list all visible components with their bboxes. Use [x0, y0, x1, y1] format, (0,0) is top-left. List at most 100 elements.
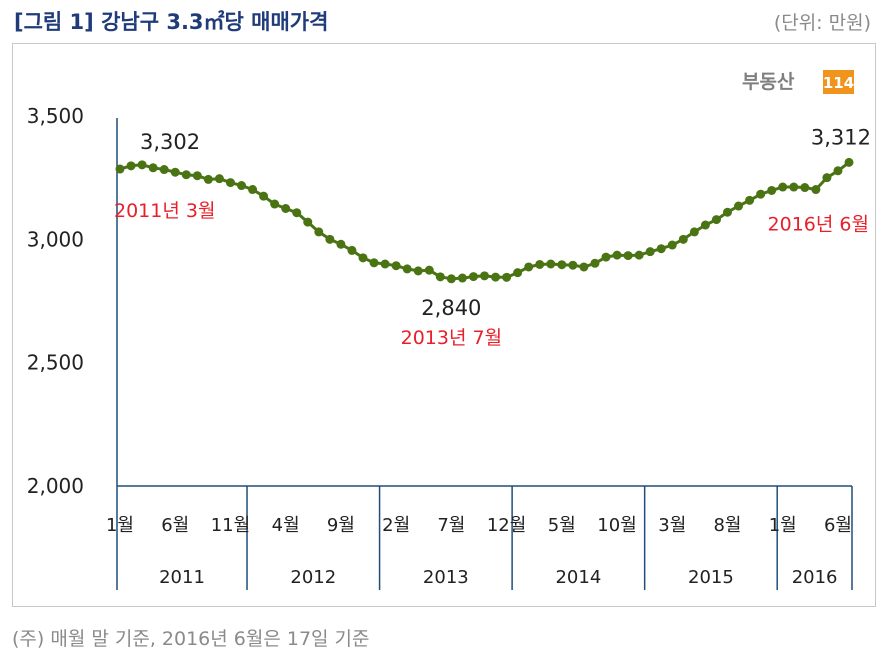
data-point: [192, 171, 202, 181]
data-point: [137, 160, 147, 170]
data-point: [491, 272, 501, 282]
data-point: [568, 260, 578, 270]
month-tick-label: 5월: [548, 515, 576, 536]
month-tick-label: 6월: [161, 515, 189, 536]
annotations: 3,302 2011년 3월 2,840 2013년 7월 3,312 2016년 6월: [114, 125, 871, 348]
data-point: [292, 208, 302, 218]
data-point: [159, 165, 169, 175]
data-point: [723, 207, 732, 217]
data-point: [446, 274, 456, 284]
data-point: [546, 259, 556, 269]
data-point: [270, 199, 280, 209]
month-tick-label: 12월: [487, 515, 526, 536]
year-label: 2015: [688, 567, 734, 588]
month-tick-label: 4월: [272, 515, 300, 536]
footnote: (주) 매월 말 기준, 2016년 6월은 17일 기준: [12, 628, 370, 650]
month-tick-label: 1월: [106, 515, 134, 536]
data-point: [248, 185, 258, 195]
annotation-date: 2011년 3월: [114, 200, 215, 222]
month-tick-label: 8월: [713, 515, 741, 536]
data-point: [634, 250, 644, 260]
figure-title: [그림 1] 강남구 3.3㎡당 매매가격: [14, 10, 329, 34]
data-point: [535, 259, 545, 269]
data-point: [468, 272, 478, 282]
unit-label: (단위: 만원): [773, 12, 871, 34]
year-label: 2011: [159, 567, 205, 588]
data-point: [126, 161, 136, 171]
data-point: [480, 271, 489, 281]
data-point: [225, 178, 235, 188]
y-tick-label: 2,000: [27, 474, 84, 498]
year-label: 2013: [423, 567, 469, 588]
data-point: [789, 182, 799, 192]
data-point: [391, 261, 401, 271]
year-label: 2012: [290, 567, 336, 588]
data-point: [413, 266, 423, 276]
watermark-badge: [823, 70, 854, 94]
data-point: [325, 234, 335, 244]
data-point: [336, 239, 346, 249]
data-point: [811, 185, 821, 195]
y-axis-ticks: 2,000 2,500 3,000 3,500: [27, 104, 84, 498]
data-point: [689, 227, 699, 237]
data-point: [369, 258, 379, 268]
month-tick-label: 3월: [658, 515, 686, 536]
data-point: [711, 215, 721, 225]
month-tick-label: 1월: [769, 515, 797, 536]
data-point: [700, 220, 710, 230]
data-point: [347, 245, 357, 255]
data-point: [457, 273, 467, 283]
year-label: 2014: [555, 567, 601, 588]
data-point: [645, 247, 655, 257]
annotation-date: 2016년 6월: [768, 213, 869, 235]
data-point: [314, 227, 324, 237]
year-label: 2016: [792, 567, 838, 588]
data-point: [115, 164, 125, 174]
month-tick-label: 10월: [597, 515, 636, 536]
data-point: [756, 189, 766, 199]
annotation-date: 2013년 7월: [401, 327, 502, 349]
x-axis-ticks: 2011 2012 2013 2014 2015 2016 1월 6월 11월 4월 9월 2월 7월 1…: [106, 486, 853, 590]
data-point: [678, 234, 688, 244]
data-point: [259, 191, 269, 201]
data-point: [745, 195, 755, 205]
data-point: [557, 260, 567, 270]
data-point: [424, 265, 434, 275]
data-point: [524, 262, 534, 272]
y-tick-label: 2,500: [27, 351, 84, 375]
watermark-logo: 부동산 114: [742, 70, 854, 94]
data-point: [601, 252, 611, 262]
month-tick-label: 7월: [437, 515, 465, 536]
data-point: [181, 170, 191, 180]
data-point: [303, 217, 313, 227]
y-tick-label: 3,000: [27, 227, 84, 251]
data-point: [402, 264, 412, 274]
data-point: [656, 244, 666, 254]
data-point: [800, 183, 810, 193]
data-point: [214, 174, 224, 184]
data-point: [778, 182, 788, 192]
annotation-value: 3,312: [811, 125, 871, 149]
data-point: [833, 166, 843, 176]
data-point: [513, 268, 523, 278]
month-tick-label: 11월: [211, 515, 250, 536]
annotation-value: 3,302: [140, 130, 200, 154]
watermark-badge-text: 114: [823, 74, 854, 92]
axes: [116, 118, 852, 487]
data-point: [148, 163, 158, 173]
chart-frame: [12, 43, 876, 607]
data-point: [590, 258, 600, 268]
data-point: [358, 253, 368, 263]
data-point: [579, 262, 589, 272]
month-tick-label: 6월: [824, 515, 852, 536]
data-point: [380, 259, 390, 269]
annotation-value: 2,840: [421, 296, 481, 320]
data-point: [844, 157, 854, 167]
series-line: [115, 157, 854, 284]
data-point: [237, 181, 246, 191]
data-point: [767, 185, 777, 195]
month-tick-label: 9월: [327, 515, 355, 536]
watermark-text: 부동산: [742, 71, 795, 93]
data-point: [734, 201, 744, 211]
